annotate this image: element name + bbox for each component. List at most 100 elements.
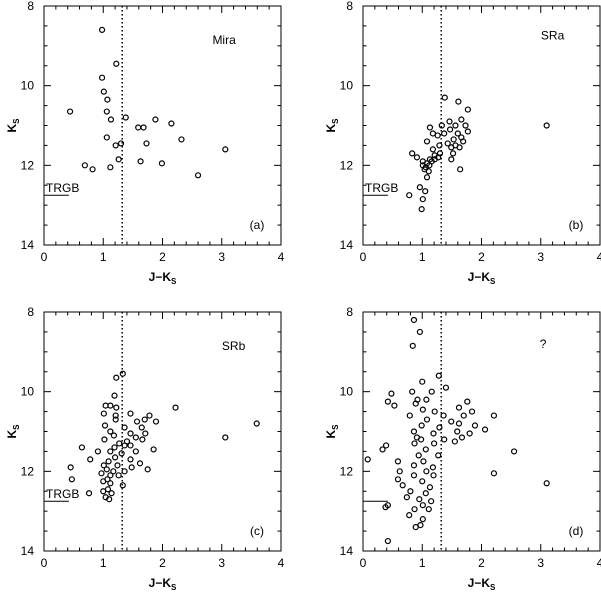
data-point [394, 458, 402, 465]
data-point [412, 400, 419, 407]
data-point [135, 124, 142, 131]
data-point [121, 442, 128, 449]
data-point [407, 488, 414, 495]
y-tick-label: 8 [346, 305, 353, 319]
data-point [429, 464, 437, 471]
data-point [111, 454, 119, 461]
data-point [426, 124, 434, 131]
x-axis-label: J−KS [149, 270, 177, 286]
data-point [127, 410, 134, 417]
data-point [143, 140, 150, 147]
trgb-label: TRGB [46, 181, 79, 195]
data-point [81, 162, 88, 169]
data-point [428, 498, 435, 505]
data-point [127, 442, 134, 449]
data-point [452, 122, 459, 129]
data-point [379, 446, 386, 453]
data-point [441, 94, 448, 101]
data-point [85, 490, 93, 497]
data-point [410, 316, 418, 324]
data-point [412, 523, 419, 531]
data-point [416, 328, 423, 336]
y-axis-label: KS [5, 424, 21, 439]
data-point [422, 446, 429, 453]
panel-id-label: (c) [250, 524, 264, 538]
data-point [132, 434, 139, 441]
data-point [103, 108, 110, 115]
data-point [140, 124, 147, 131]
data-point [100, 462, 107, 469]
x-axis-label: J−KS [149, 576, 177, 592]
data-point [419, 196, 426, 203]
data-point [253, 420, 260, 427]
data-point [113, 374, 120, 381]
data-point [417, 436, 425, 443]
data-point [440, 412, 447, 419]
data-point [406, 192, 413, 199]
data-point [136, 460, 144, 467]
data-point [441, 130, 448, 137]
data-point [388, 390, 395, 397]
data-point [409, 150, 416, 157]
data-point [409, 388, 416, 395]
data-point [111, 444, 118, 451]
data-point [78, 444, 86, 451]
x-tick-label: 2 [159, 556, 166, 570]
data-point [106, 496, 113, 503]
data-point [425, 506, 432, 513]
data-point [455, 98, 462, 105]
data-point [98, 470, 105, 477]
data-point [419, 406, 426, 413]
data-point [384, 398, 391, 405]
data-point [112, 142, 119, 149]
data-point [413, 154, 421, 161]
data-point [100, 478, 107, 485]
data-point [107, 448, 114, 455]
data-point [116, 440, 123, 447]
variable-type-label: Mira [212, 33, 236, 47]
data-point [222, 146, 229, 153]
data-point [435, 372, 442, 379]
variable-type-label: SRa [541, 28, 565, 42]
data-point [457, 166, 464, 173]
x-tick-label: 0 [360, 556, 367, 570]
x-tick-label: 4 [278, 250, 285, 264]
data-point [416, 184, 423, 191]
data-point [543, 122, 550, 129]
data-point [415, 452, 422, 459]
y-tick-label: 8 [27, 0, 34, 13]
data-point [121, 468, 128, 475]
data-point [138, 424, 145, 431]
data-point [423, 468, 430, 475]
data-point [434, 132, 441, 139]
plot-frame [43, 311, 282, 552]
data-point [384, 537, 391, 545]
data-point [98, 26, 106, 33]
data-point [364, 456, 371, 463]
data-point [436, 142, 443, 149]
data-point [429, 146, 437, 153]
x-tick-label: 2 [478, 556, 485, 570]
data-point [127, 456, 134, 463]
data-point [178, 136, 185, 143]
data-point [419, 516, 426, 523]
data-point [444, 140, 451, 147]
x-tick-label: 1 [419, 250, 426, 264]
data-point [455, 404, 463, 411]
data-point [121, 424, 128, 431]
y-tick-label: 14 [340, 238, 354, 252]
data-point [101, 436, 108, 443]
data-point [441, 436, 448, 443]
data-point [66, 108, 74, 115]
y-tick-label: 14 [340, 544, 354, 558]
data-point [119, 370, 126, 377]
x-tick-label: 4 [597, 556, 601, 570]
data-point [100, 88, 107, 95]
data-point [394, 476, 402, 483]
data-point [101, 422, 109, 429]
data-point [382, 504, 389, 511]
data-point [423, 396, 430, 403]
data-point [112, 416, 119, 423]
